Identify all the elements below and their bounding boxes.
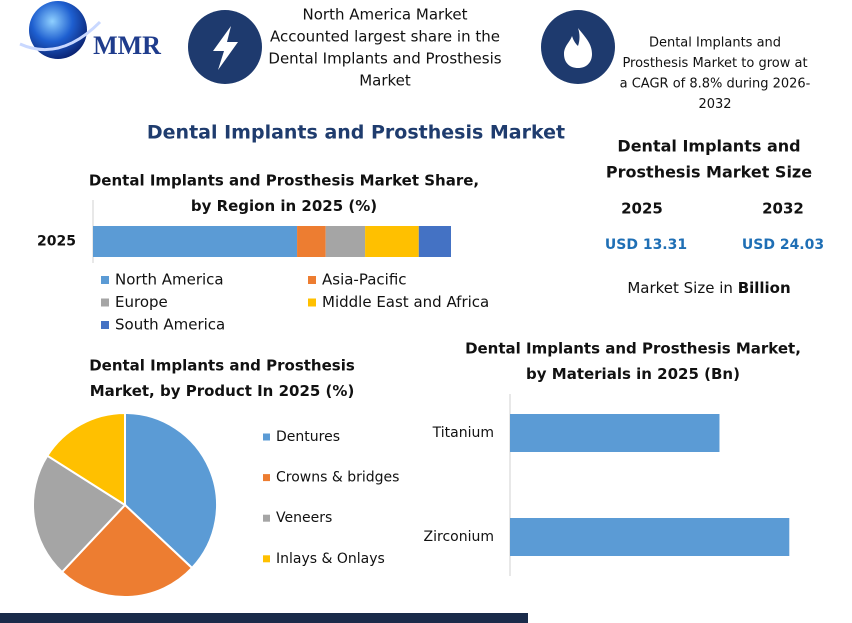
category-label: Titanium xyxy=(432,425,494,441)
logo-text: MMR xyxy=(93,31,161,60)
legend-label: Asia-Pacific xyxy=(322,271,407,289)
bar-segment xyxy=(93,226,298,257)
unit: Billion xyxy=(738,279,791,297)
legend-label: Dentures xyxy=(276,429,340,445)
logo-swoosh xyxy=(19,20,102,52)
bar-segment xyxy=(297,226,326,257)
legend-label: South America xyxy=(115,316,225,334)
footer-bar xyxy=(0,613,528,623)
legend-label: Veneers xyxy=(276,510,332,526)
logo: MMR xyxy=(19,1,161,60)
legend-label: Middle East and Africa xyxy=(322,293,489,311)
callout-text: Market xyxy=(359,72,411,90)
legend-label: North America xyxy=(115,271,224,289)
legend-swatch xyxy=(101,298,109,307)
category-label: Zirconium xyxy=(424,529,494,545)
pie-slice xyxy=(124,411,218,570)
market-size-value: USD 24.03 xyxy=(742,237,824,253)
chart-title: Market, by Product In 2025 (%) xyxy=(90,382,355,400)
legend-swatch xyxy=(263,474,270,482)
bar-segment xyxy=(325,226,366,257)
legend-label: Europe xyxy=(115,293,168,311)
callout-text: North America Market xyxy=(303,6,468,24)
legend-label: Inlays & Onlays xyxy=(276,551,385,567)
market-size-value: USD 13.31 xyxy=(605,237,687,253)
legend-swatch xyxy=(101,321,109,329)
bolt xyxy=(213,26,238,70)
callout-text: Dental Implants and xyxy=(649,36,781,51)
chart-title: by Region in 2025 (%) xyxy=(191,197,377,215)
icon-bolt xyxy=(188,10,262,84)
flame xyxy=(564,28,592,68)
callout-text: Prosthesis Market to grow at xyxy=(622,56,807,71)
bar xyxy=(510,518,790,556)
market-size-title: Dental Implants and xyxy=(617,137,800,156)
chart-title: by Materials in 2025 (Bn) xyxy=(526,365,740,383)
chart-title: Dental Implants and Prosthesis Market, xyxy=(465,340,801,358)
logo-globe xyxy=(29,1,87,59)
market-size-note: Market Size in Billion xyxy=(627,279,790,297)
market-size-year: 2032 xyxy=(762,200,804,218)
chart-title: Dental Implants and Prosthesis xyxy=(89,357,355,375)
legend-swatch xyxy=(308,276,316,284)
legend-swatch xyxy=(263,514,270,522)
main-title: Dental Implants and Prosthesis Market xyxy=(147,122,565,144)
chart-title: Dental Implants and Prosthesis Market Sh… xyxy=(89,172,479,190)
callout-text: a CAGR of 8.8% during 2026- xyxy=(620,77,811,92)
legend-swatch xyxy=(308,298,316,307)
callout-text: 2032 xyxy=(698,97,731,112)
legend-swatch xyxy=(263,555,270,563)
pie-slice xyxy=(60,503,194,598)
market-size-title: Prosthesis Market Size xyxy=(606,163,812,182)
pie-slice xyxy=(32,454,127,574)
legend-swatch xyxy=(263,433,270,441)
category-label: 2025 xyxy=(37,234,76,250)
bar-segment xyxy=(365,226,419,257)
legend-swatch xyxy=(101,276,109,284)
callout-text: Dental Implants and Prosthesis xyxy=(268,50,501,68)
bar-segment xyxy=(418,226,451,257)
callout-text: Accounted largest share in the xyxy=(270,28,500,46)
bar xyxy=(510,414,720,452)
pie-slice xyxy=(45,411,126,507)
note: Market Size in xyxy=(627,279,733,297)
market-size-year: 2025 xyxy=(621,200,663,218)
legend-label: Crowns & bridges xyxy=(276,470,399,486)
icon-flame xyxy=(541,10,615,84)
